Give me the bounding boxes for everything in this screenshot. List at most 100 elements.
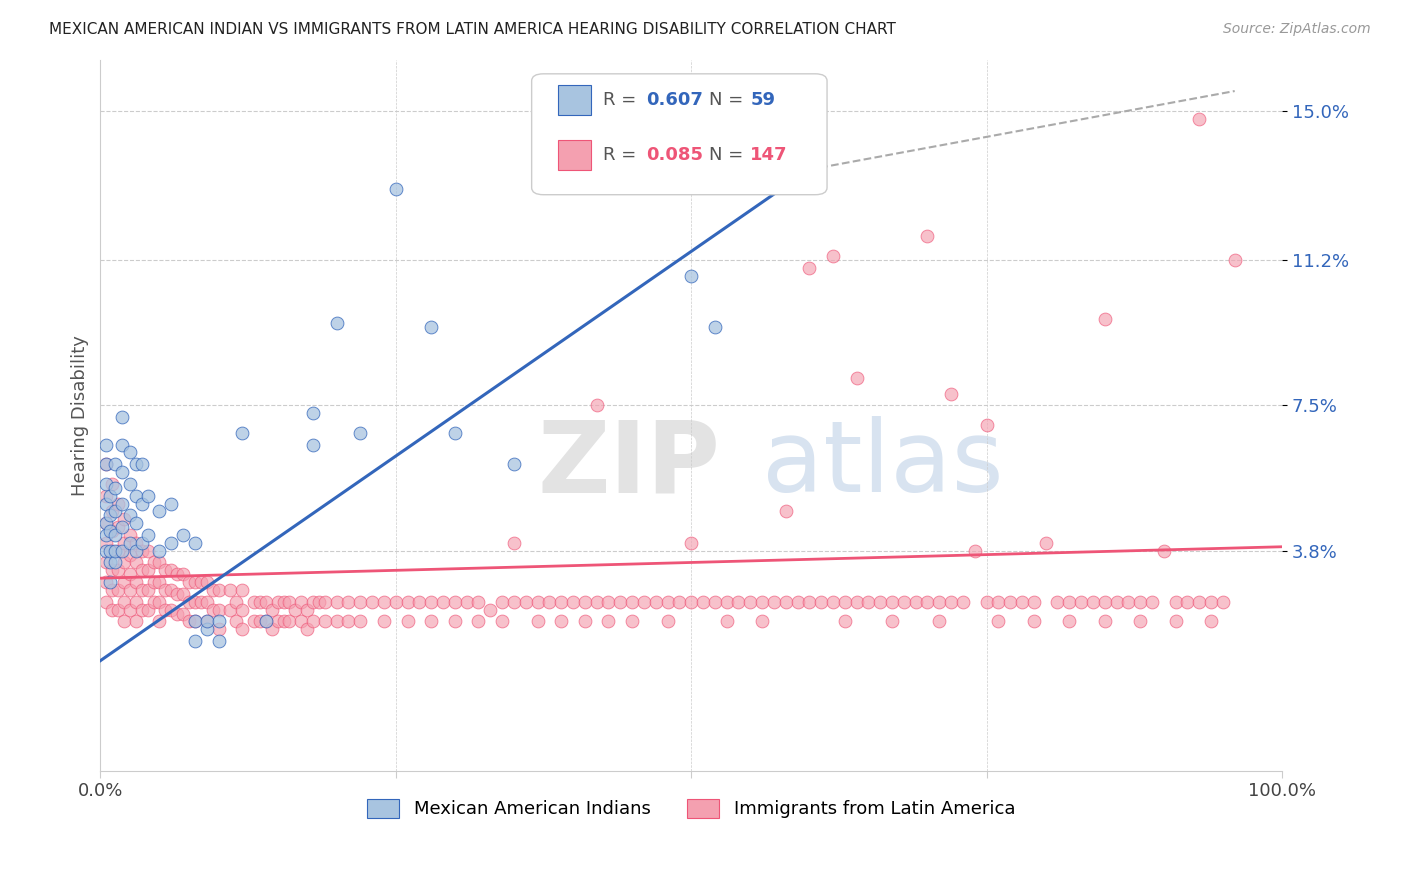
Point bbox=[166, 607, 188, 621]
Point bbox=[136, 543, 159, 558]
Point bbox=[231, 602, 253, 616]
Point bbox=[184, 595, 207, 609]
Point bbox=[295, 622, 318, 636]
Point bbox=[917, 229, 939, 244]
Text: R =: R = bbox=[603, 91, 641, 109]
Point bbox=[1059, 595, 1081, 609]
Point bbox=[420, 595, 443, 609]
Point bbox=[142, 595, 165, 609]
Point bbox=[96, 489, 118, 503]
Point bbox=[107, 520, 129, 534]
Point bbox=[249, 595, 271, 609]
Point bbox=[893, 595, 915, 609]
Point bbox=[987, 595, 1010, 609]
Text: 147: 147 bbox=[751, 146, 787, 164]
Point bbox=[657, 595, 679, 609]
Point bbox=[775, 595, 797, 609]
Point bbox=[96, 457, 118, 471]
Point bbox=[598, 595, 620, 609]
Point bbox=[172, 528, 194, 542]
Point bbox=[845, 371, 868, 385]
Text: ZIP: ZIP bbox=[537, 417, 720, 514]
Point bbox=[740, 595, 762, 609]
Point bbox=[103, 556, 125, 570]
Point bbox=[249, 615, 271, 629]
Point bbox=[118, 567, 141, 582]
Point bbox=[325, 595, 347, 609]
Point bbox=[96, 516, 118, 531]
Point bbox=[160, 582, 183, 597]
Point bbox=[96, 543, 118, 558]
Point bbox=[98, 543, 121, 558]
Point bbox=[963, 543, 986, 558]
Point bbox=[420, 319, 443, 334]
Point bbox=[337, 595, 360, 609]
Point bbox=[408, 595, 430, 609]
Point bbox=[799, 595, 821, 609]
Point bbox=[681, 595, 703, 609]
Point bbox=[716, 615, 738, 629]
Point bbox=[103, 528, 125, 542]
Point bbox=[112, 595, 135, 609]
Point bbox=[201, 602, 224, 616]
Point bbox=[125, 457, 148, 471]
Point bbox=[101, 504, 124, 518]
Point bbox=[1081, 595, 1104, 609]
Point bbox=[172, 607, 194, 621]
Point bbox=[225, 595, 247, 609]
Point bbox=[125, 543, 148, 558]
Point bbox=[491, 615, 513, 629]
Point bbox=[148, 595, 170, 609]
Point bbox=[111, 520, 134, 534]
Point bbox=[195, 622, 218, 636]
Point bbox=[172, 587, 194, 601]
Point bbox=[195, 615, 218, 629]
Text: Source: ZipAtlas.com: Source: ZipAtlas.com bbox=[1223, 22, 1371, 37]
Point bbox=[148, 615, 170, 629]
Point bbox=[112, 512, 135, 526]
Point bbox=[96, 536, 118, 550]
Text: 59: 59 bbox=[751, 91, 775, 109]
Point bbox=[928, 595, 950, 609]
Point bbox=[160, 563, 183, 577]
Point bbox=[278, 615, 301, 629]
Point bbox=[125, 489, 148, 503]
Point bbox=[98, 556, 121, 570]
Point bbox=[101, 563, 124, 577]
Point bbox=[976, 595, 998, 609]
Point bbox=[503, 457, 526, 471]
Point bbox=[1164, 615, 1187, 629]
Point bbox=[1129, 615, 1152, 629]
Point bbox=[125, 615, 148, 629]
Point bbox=[160, 536, 183, 550]
Point bbox=[184, 615, 207, 629]
Point bbox=[550, 615, 572, 629]
Point bbox=[668, 595, 690, 609]
Point bbox=[112, 556, 135, 570]
Point bbox=[103, 504, 125, 518]
Point bbox=[207, 615, 229, 629]
Point bbox=[107, 497, 129, 511]
Point bbox=[231, 582, 253, 597]
Point bbox=[195, 575, 218, 590]
Point bbox=[254, 615, 277, 629]
Point bbox=[302, 615, 325, 629]
Point bbox=[98, 524, 121, 538]
Point bbox=[136, 528, 159, 542]
Point bbox=[633, 595, 655, 609]
Point bbox=[111, 437, 134, 451]
Point bbox=[103, 457, 125, 471]
Point bbox=[574, 615, 596, 629]
Point bbox=[939, 386, 962, 401]
Point bbox=[1153, 543, 1175, 558]
Point bbox=[177, 595, 200, 609]
Point bbox=[231, 622, 253, 636]
Point bbox=[681, 268, 703, 283]
Point bbox=[107, 602, 129, 616]
Point bbox=[112, 575, 135, 590]
Point bbox=[443, 595, 465, 609]
Point bbox=[598, 615, 620, 629]
Point bbox=[657, 615, 679, 629]
Point bbox=[609, 595, 631, 609]
Point bbox=[834, 595, 856, 609]
